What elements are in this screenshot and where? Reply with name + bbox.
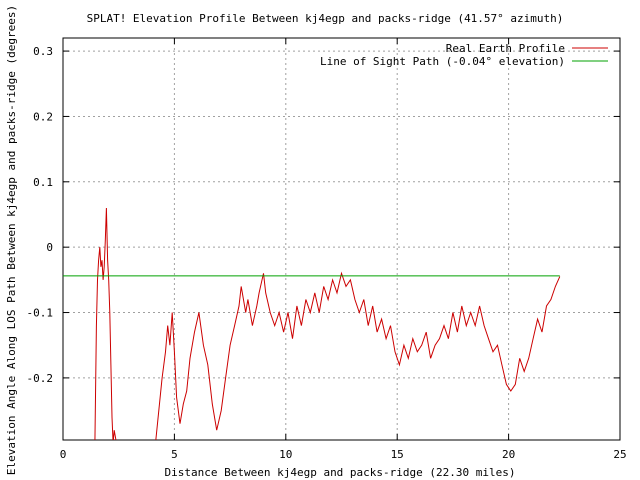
x-tick-label: 25 [613,448,626,461]
x-tick-label: 20 [502,448,515,461]
y-tick-label: 0 [46,241,53,254]
axis-ticks: 0 5 10 15 20 25 -0.2 -0.1 0 0.1 0.2 0.3 [27,38,627,461]
x-tick-label: 0 [60,448,67,461]
series-real-earth-profile [94,207,561,440]
x-tick-label: 5 [171,448,178,461]
plot-area-frame [62,37,621,441]
series-layer [63,207,561,440]
x-tick-label: 15 [391,448,404,461]
x-axis-label: Distance Between kj4egp and packs-ridge … [165,466,516,479]
legend: Real Earth Profile Line of Sight Path (-… [320,42,608,68]
grid-lines [63,38,620,440]
y-tick-label: 0.1 [33,176,53,189]
y-tick-label: -0.1 [27,307,54,320]
y-tick-label: 0.2 [33,110,53,123]
chart-title: SPLAT! Elevation Profile Between kj4egp … [87,12,564,25]
legend-entry-line-of-sight-path: Line of Sight Path (-0.04° elevation) [320,55,565,68]
y-axis-label: Elevation Angle Along LOS Path Between k… [5,5,18,475]
legend-entry-real-earth-profile: Real Earth Profile [446,42,565,55]
y-tick-label: -0.2 [27,372,54,385]
x-tick-label: 10 [279,448,292,461]
y-tick-label: 0.3 [33,45,53,58]
